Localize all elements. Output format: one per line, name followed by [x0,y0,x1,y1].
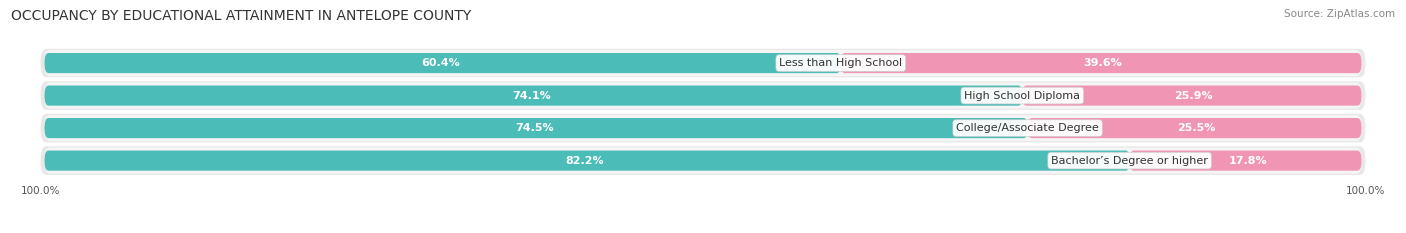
Text: OCCUPANCY BY EDUCATIONAL ATTAINMENT IN ANTELOPE COUNTY: OCCUPANCY BY EDUCATIONAL ATTAINMENT IN A… [11,9,471,23]
FancyBboxPatch shape [45,147,1361,174]
Text: 25.9%: 25.9% [1174,91,1213,101]
Text: College/Associate Degree: College/Associate Degree [956,123,1099,133]
Text: Less than High School: Less than High School [779,58,903,68]
FancyBboxPatch shape [841,53,1361,73]
Text: 60.4%: 60.4% [422,58,460,68]
FancyBboxPatch shape [45,53,841,73]
Text: 74.5%: 74.5% [515,123,554,133]
FancyBboxPatch shape [45,86,1022,106]
FancyBboxPatch shape [45,118,1028,138]
FancyBboxPatch shape [41,114,1365,142]
FancyBboxPatch shape [1022,86,1361,106]
Text: 39.6%: 39.6% [1084,58,1122,68]
FancyBboxPatch shape [45,115,1361,141]
Text: Source: ZipAtlas.com: Source: ZipAtlas.com [1284,9,1395,19]
FancyBboxPatch shape [1028,118,1361,138]
FancyBboxPatch shape [45,82,1361,109]
FancyBboxPatch shape [45,50,1361,76]
Text: Bachelor’s Degree or higher: Bachelor’s Degree or higher [1052,156,1208,166]
FancyBboxPatch shape [45,151,1129,171]
FancyBboxPatch shape [41,81,1365,110]
FancyBboxPatch shape [41,146,1365,175]
Text: 74.1%: 74.1% [512,91,551,101]
FancyBboxPatch shape [41,49,1365,77]
Text: 17.8%: 17.8% [1229,156,1267,166]
Text: 25.5%: 25.5% [1177,123,1216,133]
Text: 82.2%: 82.2% [565,156,605,166]
FancyBboxPatch shape [1129,151,1361,171]
Text: High School Diploma: High School Diploma [965,91,1080,101]
